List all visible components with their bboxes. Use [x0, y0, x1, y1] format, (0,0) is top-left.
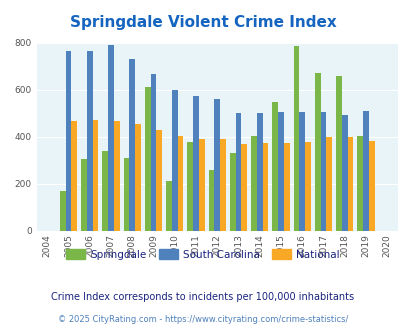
Bar	[81, 159, 87, 231]
Bar	[150, 74, 156, 231]
Bar	[171, 90, 177, 231]
Bar	[368, 141, 374, 231]
Bar	[214, 99, 220, 231]
Bar	[123, 158, 129, 231]
Bar	[277, 112, 283, 231]
Bar	[60, 191, 65, 231]
Bar	[347, 137, 352, 231]
Bar	[198, 139, 204, 231]
Bar	[262, 143, 268, 231]
Bar	[177, 136, 183, 231]
Bar	[108, 45, 113, 231]
Bar	[320, 112, 326, 231]
Bar	[235, 114, 241, 231]
Legend: Springdale, South Carolina, National: Springdale, South Carolina, National	[62, 245, 343, 264]
Bar	[65, 51, 71, 231]
Bar	[298, 112, 304, 231]
Text: Crime Index corresponds to incidents per 100,000 inhabitants: Crime Index corresponds to incidents per…	[51, 292, 354, 302]
Text: © 2025 CityRating.com - https://www.cityrating.com/crime-statistics/: © 2025 CityRating.com - https://www.city…	[58, 315, 347, 324]
Bar	[102, 150, 108, 231]
Bar	[71, 121, 77, 231]
Bar	[193, 96, 198, 231]
Bar	[92, 120, 98, 231]
Bar	[229, 153, 235, 231]
Bar	[166, 181, 171, 231]
Text: Springdale Violent Crime Index: Springdale Violent Crime Index	[69, 15, 336, 30]
Bar	[156, 130, 162, 231]
Bar	[362, 111, 368, 231]
Bar	[145, 87, 150, 231]
Bar	[135, 124, 141, 231]
Bar	[293, 47, 298, 231]
Bar	[187, 142, 193, 231]
Bar	[356, 136, 362, 231]
Bar	[241, 145, 247, 231]
Bar	[113, 121, 119, 231]
Bar	[272, 102, 277, 231]
Bar	[208, 170, 214, 231]
Bar	[304, 142, 310, 231]
Bar	[314, 73, 320, 231]
Bar	[341, 115, 347, 231]
Bar	[335, 76, 341, 231]
Bar	[87, 51, 92, 231]
Bar	[129, 59, 135, 231]
Bar	[220, 139, 225, 231]
Bar	[256, 114, 262, 231]
Bar	[326, 137, 331, 231]
Bar	[251, 136, 256, 231]
Bar	[283, 143, 289, 231]
